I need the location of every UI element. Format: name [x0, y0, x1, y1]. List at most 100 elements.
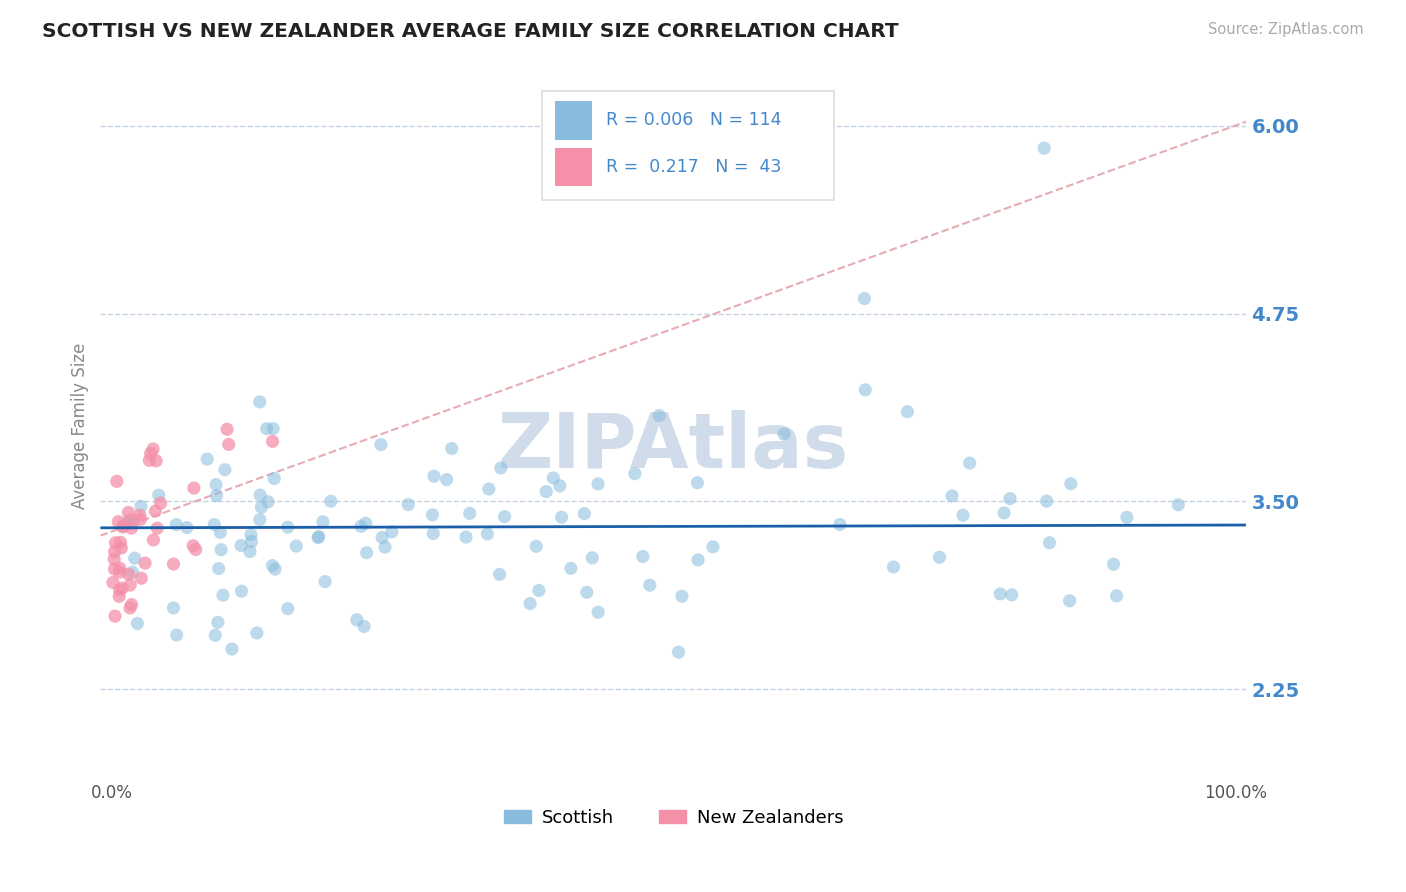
Point: [941, 489, 963, 503]
Point: [117, 505, 139, 519]
Point: [212, 588, 235, 602]
Point: [146, 521, 169, 535]
Point: [108, 565, 131, 579]
Point: [214, 463, 236, 477]
Point: [149, 496, 172, 510]
Point: [215, 422, 238, 436]
Point: [249, 395, 271, 409]
Point: [550, 510, 572, 524]
Point: [110, 541, 132, 555]
Point: [374, 540, 396, 554]
Point: [353, 619, 375, 633]
Point: [998, 491, 1021, 506]
Point: [262, 558, 284, 573]
Point: [263, 471, 285, 485]
Point: [1102, 558, 1125, 572]
Point: [103, 562, 125, 576]
Point: [1116, 510, 1139, 524]
Point: [436, 473, 458, 487]
Point: [101, 575, 124, 590]
Point: [548, 479, 571, 493]
Point: [204, 628, 226, 642]
Point: [105, 475, 128, 489]
Point: [108, 590, 131, 604]
Point: [371, 531, 394, 545]
Point: [138, 453, 160, 467]
Point: [262, 421, 284, 435]
Text: SCOTTISH VS NEW ZEALANDER AVERAGE FAMILY SIZE CORRELATION CHART: SCOTTISH VS NEW ZEALANDER AVERAGE FAMILY…: [42, 22, 898, 41]
Point: [121, 598, 143, 612]
Point: [307, 531, 329, 545]
Point: [422, 526, 444, 541]
Point: [257, 495, 280, 509]
Point: [129, 571, 152, 585]
Point: [122, 516, 145, 531]
Point: [240, 527, 263, 541]
Point: [264, 562, 287, 576]
Point: [543, 471, 565, 485]
Point: [354, 516, 377, 531]
Point: [1167, 498, 1189, 512]
Point: [488, 567, 510, 582]
FancyBboxPatch shape: [541, 91, 834, 200]
Point: [477, 527, 499, 541]
Point: [256, 422, 278, 436]
Point: [1060, 476, 1083, 491]
Point: [240, 534, 263, 549]
Point: [162, 600, 184, 615]
Text: ZIPAtlas: ZIPAtlas: [498, 410, 849, 484]
Point: [112, 519, 135, 533]
Point: [162, 557, 184, 571]
Point: [1059, 594, 1081, 608]
Point: [134, 556, 156, 570]
Point: [118, 513, 141, 527]
Point: [638, 578, 661, 592]
Point: [277, 601, 299, 615]
Point: [209, 525, 232, 540]
Point: [422, 508, 444, 522]
Point: [959, 456, 981, 470]
Point: [624, 467, 647, 481]
Point: [773, 427, 796, 442]
Point: [308, 530, 330, 544]
Point: [205, 477, 228, 491]
Point: [118, 601, 141, 615]
Y-axis label: Average Family Size: Average Family Size: [72, 343, 89, 509]
Point: [350, 519, 373, 533]
Point: [209, 542, 232, 557]
Point: [454, 530, 477, 544]
Point: [494, 509, 516, 524]
Point: [221, 642, 243, 657]
Point: [575, 585, 598, 599]
Point: [396, 498, 419, 512]
Point: [117, 567, 139, 582]
Text: Source: ZipAtlas.com: Source: ZipAtlas.com: [1208, 22, 1364, 37]
Point: [883, 560, 905, 574]
Point: [205, 489, 228, 503]
Point: [423, 469, 446, 483]
Point: [686, 475, 709, 490]
Point: [671, 589, 693, 603]
Point: [534, 484, 557, 499]
Point: [853, 292, 876, 306]
Point: [129, 512, 152, 526]
Text: R = 0.006   N = 114: R = 0.006 N = 114: [606, 112, 782, 129]
Point: [519, 597, 541, 611]
Point: [207, 615, 229, 630]
Point: [142, 533, 165, 547]
Point: [184, 542, 207, 557]
Point: [853, 383, 876, 397]
Point: [262, 434, 284, 449]
Point: [586, 477, 609, 491]
Point: [195, 452, 218, 467]
Point: [239, 544, 262, 558]
Point: [103, 545, 125, 559]
Point: [489, 461, 512, 475]
FancyBboxPatch shape: [555, 101, 592, 140]
Point: [103, 552, 125, 566]
Point: [574, 507, 596, 521]
Point: [128, 508, 150, 522]
Point: [524, 539, 547, 553]
Point: [440, 442, 463, 456]
Point: [668, 645, 690, 659]
